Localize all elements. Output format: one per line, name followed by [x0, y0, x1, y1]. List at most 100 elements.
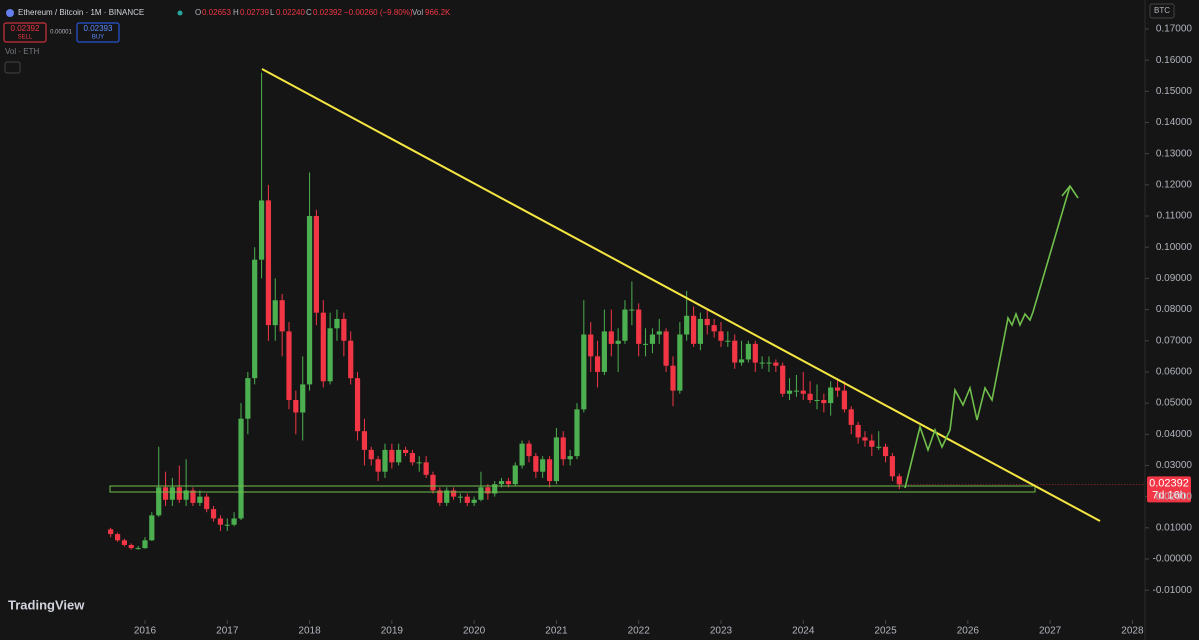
sell-button[interactable] — [3, 22, 47, 43]
candle-body — [786, 390, 793, 394]
candle-body — [300, 384, 306, 413]
candle-body — [622, 309, 628, 341]
spread: 0.00001 — [50, 30, 72, 36]
support-zone — [109, 485, 1036, 493]
x-tick-label: 2020 — [463, 626, 486, 637]
x-tick-label: 2026 — [957, 626, 980, 637]
candle-body — [512, 465, 518, 485]
symbol-title: Ethereum / Bitcoin · 1M · BINANCE — [18, 8, 144, 17]
currency: BTC — [1154, 6, 1170, 15]
candle-body — [759, 362, 765, 364]
open-value: 0.02653 — [202, 8, 231, 17]
candle-body — [197, 496, 203, 503]
candle-body — [361, 431, 368, 450]
candle-body — [334, 318, 340, 329]
candle-body — [121, 540, 128, 545]
candle-body — [375, 459, 381, 472]
currency-box[interactable] — [1149, 3, 1175, 19]
price-tag-box — [1147, 476, 1191, 503]
candle-body — [320, 312, 326, 382]
buy-button[interactable] — [76, 22, 120, 43]
y-tick-label: 0.17000 — [1156, 24, 1193, 35]
candle-body — [896, 476, 902, 485]
candle-body — [732, 340, 738, 363]
candle-body — [546, 459, 553, 482]
candle-body — [286, 331, 292, 400]
projection-path — [904, 185, 1071, 489]
candle-body — [423, 462, 429, 475]
y-tick-label: 0.01000 — [1156, 522, 1193, 533]
candle-body — [149, 515, 155, 541]
low-key: L — [270, 8, 275, 17]
candle-body — [560, 437, 566, 460]
candle-body — [519, 443, 525, 466]
candle-body — [128, 544, 134, 549]
sell-price[interactable]: 0.02392 — [11, 24, 40, 33]
collapse-button[interactable] — [4, 61, 21, 74]
candle-body — [526, 443, 532, 457]
y-tick-label: 0.02000 — [1156, 491, 1193, 502]
y-tick-label: 0.08000 — [1156, 304, 1193, 315]
candle-body — [492, 484, 498, 494]
x-tick-label: 2023 — [710, 626, 733, 637]
candle-body — [567, 456, 573, 460]
x-tick-label: 2021 — [545, 626, 568, 637]
candle-body — [389, 449, 395, 463]
y-tick-label: 0.07000 — [1156, 335, 1193, 346]
candle-body — [882, 446, 889, 457]
candle-body — [814, 399, 820, 401]
high-key: H — [233, 8, 239, 17]
candle-body — [252, 259, 258, 379]
candle-body — [677, 334, 683, 391]
buy-label[interactable]: BUY — [92, 35, 104, 41]
high-value: 0.02739 — [240, 8, 269, 17]
candle-body — [636, 309, 642, 344]
candle-body — [670, 365, 676, 391]
low-value: 0.02240 — [276, 8, 305, 17]
candle-body — [217, 518, 224, 525]
symbol-icon — [6, 9, 14, 17]
y-tick-label: 0.15000 — [1156, 86, 1193, 97]
y-tick-label: 0.13000 — [1156, 148, 1193, 159]
candle-body — [663, 331, 669, 366]
x-tick-label: 2017 — [216, 626, 239, 637]
candle-body — [711, 325, 717, 332]
y-tick-label: 0.16000 — [1156, 55, 1193, 66]
x-tick-label: 2028 — [1121, 626, 1144, 637]
sell-label[interactable]: SELL — [18, 35, 33, 41]
candle-body — [327, 328, 333, 382]
candle-body — [889, 456, 895, 477]
candle-body — [142, 540, 148, 549]
candle-body — [306, 216, 313, 385]
candle-body — [437, 490, 443, 503]
candle-body — [183, 490, 189, 500]
candle-body — [841, 390, 848, 410]
buy-price[interactable]: 0.02393 — [84, 24, 113, 33]
x-tick-label: 2018 — [298, 626, 321, 637]
candle-body — [162, 487, 169, 500]
candle-body — [409, 452, 416, 463]
candle-body — [821, 399, 827, 404]
candle-body — [834, 387, 841, 391]
candle-body — [169, 487, 175, 500]
candle-body — [485, 487, 491, 494]
candle-body — [862, 437, 868, 441]
candle-body — [450, 490, 457, 497]
candle-body — [848, 409, 854, 425]
y-tick-label: 0.09000 — [1156, 273, 1193, 284]
x-tick-label: 2019 — [381, 626, 404, 637]
candle-body — [615, 340, 621, 344]
open-key: O — [195, 8, 201, 17]
candle-body — [457, 496, 463, 498]
candle-body — [574, 409, 580, 457]
candle-body — [553, 437, 560, 482]
candle-body — [793, 390, 800, 392]
candle-body — [204, 496, 210, 510]
candle-body — [581, 334, 587, 410]
plot-area — [108, 28, 1149, 624]
candle-body — [704, 318, 710, 326]
candle-body — [629, 309, 635, 311]
market-status — [177, 10, 183, 16]
